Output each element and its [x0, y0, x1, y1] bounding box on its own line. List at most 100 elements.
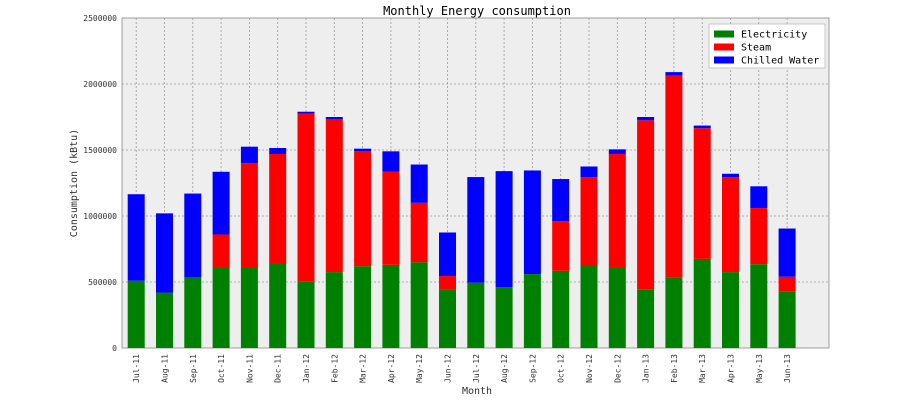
bar-segment	[439, 232, 456, 277]
x-tick-label: Dec-12	[613, 354, 622, 383]
x-axis-label: Month	[462, 386, 492, 397]
x-tick-label: Mar-12	[359, 354, 368, 383]
x-tick-label: May-13	[755, 354, 764, 383]
x-tick-label: Sep-12	[528, 354, 537, 383]
legend: Electricity Steam Chilled Water	[708, 23, 826, 69]
bar-segment	[127, 280, 145, 348]
bar-segment	[240, 163, 258, 268]
x-tick-label: Apr-13	[727, 354, 736, 383]
y-axis-label: Consumption (kBtu)	[69, 129, 80, 237]
bar-segment	[325, 272, 343, 348]
bar-segment	[410, 262, 428, 348]
chart-title: Monthly Energy consumption	[383, 4, 571, 18]
bar-segment	[722, 272, 739, 348]
bar-segment	[184, 277, 202, 348]
bar-segment	[693, 258, 711, 348]
bar-segment	[439, 276, 456, 290]
y-tick-label: 1000000	[83, 212, 117, 221]
legend-swatch	[714, 56, 734, 64]
x-tick-label: May-12	[415, 354, 424, 383]
bar-segment	[354, 151, 372, 267]
bar-segment	[580, 166, 598, 178]
bar-segment	[495, 171, 513, 288]
bar-segment	[580, 265, 598, 348]
bar-segment	[637, 117, 655, 121]
bar-segment	[325, 118, 343, 273]
bar-segment	[269, 153, 287, 264]
x-tick-label: Dec-11	[274, 354, 283, 383]
x-tick-label: Feb-12	[330, 354, 339, 383]
legend-label: Steam	[741, 43, 771, 54]
legend-swatch	[714, 43, 734, 51]
bar-segment	[495, 287, 513, 348]
bar-segment	[665, 72, 683, 76]
x-tick-label: Feb-13	[670, 354, 679, 383]
bar-segment	[552, 270, 570, 348]
legend-label: Chilled Water	[741, 56, 819, 67]
bar-segment	[297, 111, 315, 114]
x-ticks: Jul-11 Aug-11 Sep-11 Oct-11 Nov-11 Dec-11 Jan-…	[132, 354, 792, 383]
bars	[127, 72, 796, 348]
bar-segment	[382, 151, 400, 172]
bar-segment	[750, 208, 768, 265]
bar-segment	[325, 117, 343, 119]
bar-segment	[580, 177, 598, 266]
x-tick-label: Oct-12	[557, 354, 566, 383]
y-tick-label: 1500000	[83, 146, 117, 155]
y-tick-label: 0	[112, 344, 117, 353]
bar-segment	[354, 266, 372, 348]
bar-segment	[212, 171, 230, 235]
legend-label: Electricity	[741, 30, 807, 41]
bar-segment	[552, 221, 570, 271]
bar-segment	[156, 213, 173, 293]
bar-segment	[382, 264, 400, 348]
bar-segment	[552, 179, 570, 222]
y-tick-label: 2000000	[83, 80, 117, 89]
bar-segment	[467, 282, 485, 348]
bar-segment	[184, 193, 202, 278]
y-ticks: 0 500000 1000000 1500000 2000000 2500000	[83, 14, 117, 353]
x-tick-label: Oct-11	[217, 354, 226, 383]
bar-segment	[354, 148, 372, 152]
bar-segment	[665, 75, 683, 278]
bar-segment	[269, 263, 287, 348]
bar-segment	[722, 177, 739, 273]
x-tick-label: Jun-13	[783, 354, 792, 383]
bar-segment	[722, 173, 739, 178]
x-tick-label: Sep-11	[189, 354, 198, 383]
x-tick-label: Aug-11	[161, 354, 170, 383]
bar-segment	[467, 177, 485, 283]
y-tick-label: 2500000	[83, 14, 117, 23]
x-tick-label: Nov-12	[585, 354, 594, 383]
bar-segment	[212, 234, 230, 268]
bar-segment	[297, 113, 315, 282]
bar-segment	[382, 171, 400, 265]
bar-segment	[523, 170, 541, 275]
bar-segment	[778, 276, 796, 292]
bar-segment	[637, 289, 655, 348]
bar-segment	[778, 228, 796, 277]
x-tick-label: Mar-13	[698, 354, 707, 383]
bar-segment	[693, 128, 711, 259]
x-tick-label: Jun-12	[444, 354, 453, 383]
x-tick-label: Aug-12	[500, 354, 509, 383]
bar-segment	[608, 267, 626, 348]
bar-segment	[608, 153, 626, 268]
bar-segment	[608, 149, 626, 154]
bar-segment	[778, 291, 796, 348]
bar-segment	[523, 274, 541, 348]
x-tick-label: Apr-12	[387, 354, 396, 383]
bar-segment	[240, 267, 258, 348]
bar-segment	[750, 186, 768, 209]
x-tick-label: Jan-12	[302, 354, 311, 383]
bar-segment	[269, 148, 287, 154]
bar-segment	[637, 120, 655, 290]
x-tick-label: Jan-13	[642, 354, 651, 383]
bar-segment	[297, 281, 315, 348]
x-tick-label: Nov-11	[245, 354, 254, 383]
bar-segment	[693, 125, 711, 129]
x-tick-label: Jul-12	[472, 354, 481, 383]
bar-segment	[240, 146, 258, 164]
bar-segment	[156, 292, 173, 348]
